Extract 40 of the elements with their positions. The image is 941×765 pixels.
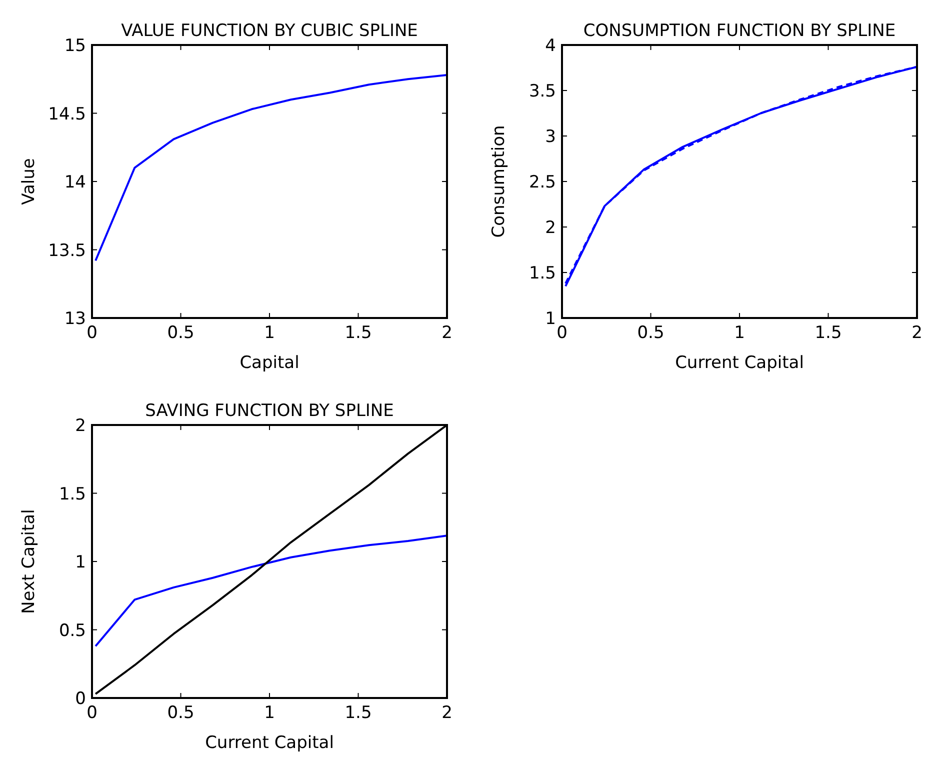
line-series bbox=[94, 534, 447, 648]
x-tick-label: 1 bbox=[264, 703, 275, 723]
line-series bbox=[94, 74, 447, 262]
x-tick-label: 0.5 bbox=[167, 323, 194, 343]
y-tick-label: 3 bbox=[545, 127, 556, 147]
y-tick-label: 4 bbox=[545, 36, 556, 56]
chart-title: SAVING FUNCTION BY SPLINE bbox=[145, 401, 394, 421]
x-tick-label: 0.5 bbox=[637, 323, 664, 343]
y-tick-label: 2.5 bbox=[528, 172, 556, 192]
x-tick-label: 1 bbox=[734, 323, 745, 343]
x-tick-label: 1.5 bbox=[344, 703, 372, 723]
y-tick-label: 3.5 bbox=[528, 82, 556, 102]
y-tick-label: 0.5 bbox=[58, 620, 86, 641]
x-axis-title: Current Capital bbox=[675, 353, 804, 373]
y-tick-label: 15 bbox=[64, 36, 86, 56]
x-tick-label: 0.5 bbox=[167, 703, 194, 723]
y-tick-label: 1.5 bbox=[528, 264, 556, 284]
y-tick-label: 14 bbox=[64, 172, 86, 192]
y-axis-title: Next Capital bbox=[19, 509, 39, 614]
x-tick-label: 1 bbox=[264, 323, 275, 343]
y-tick-label: 14.5 bbox=[48, 104, 86, 124]
x-tick-label: 2 bbox=[442, 323, 452, 343]
chart-title: VALUE FUNCTION BY CUBIC SPLINE bbox=[121, 21, 418, 41]
y-tick-label: 0 bbox=[75, 689, 86, 709]
y-axis-title: Consumption bbox=[489, 125, 509, 238]
x-tick-label: 1.5 bbox=[344, 323, 372, 343]
y-tick-label: 2 bbox=[545, 218, 556, 238]
x-tick-label: 2 bbox=[912, 323, 922, 343]
y-tick-label: 13 bbox=[64, 309, 86, 329]
y-tick-label: 1 bbox=[545, 309, 556, 329]
y-tick-label: 13.5 bbox=[48, 240, 86, 261]
chart-title: CONSUMPTION FUNCTION BY SPLINE bbox=[583, 21, 896, 41]
x-tick-label: 2 bbox=[442, 703, 452, 723]
x-tick-label: 1.5 bbox=[814, 323, 842, 343]
y-axis-title: Value bbox=[19, 158, 39, 205]
x-axis-title: Current Capital bbox=[205, 733, 334, 753]
y-tick-label: 1.5 bbox=[58, 484, 86, 504]
x-axis-title: Capital bbox=[240, 353, 300, 373]
y-tick-label: 1 bbox=[75, 552, 86, 572]
y-tick-label: 2 bbox=[75, 416, 86, 436]
